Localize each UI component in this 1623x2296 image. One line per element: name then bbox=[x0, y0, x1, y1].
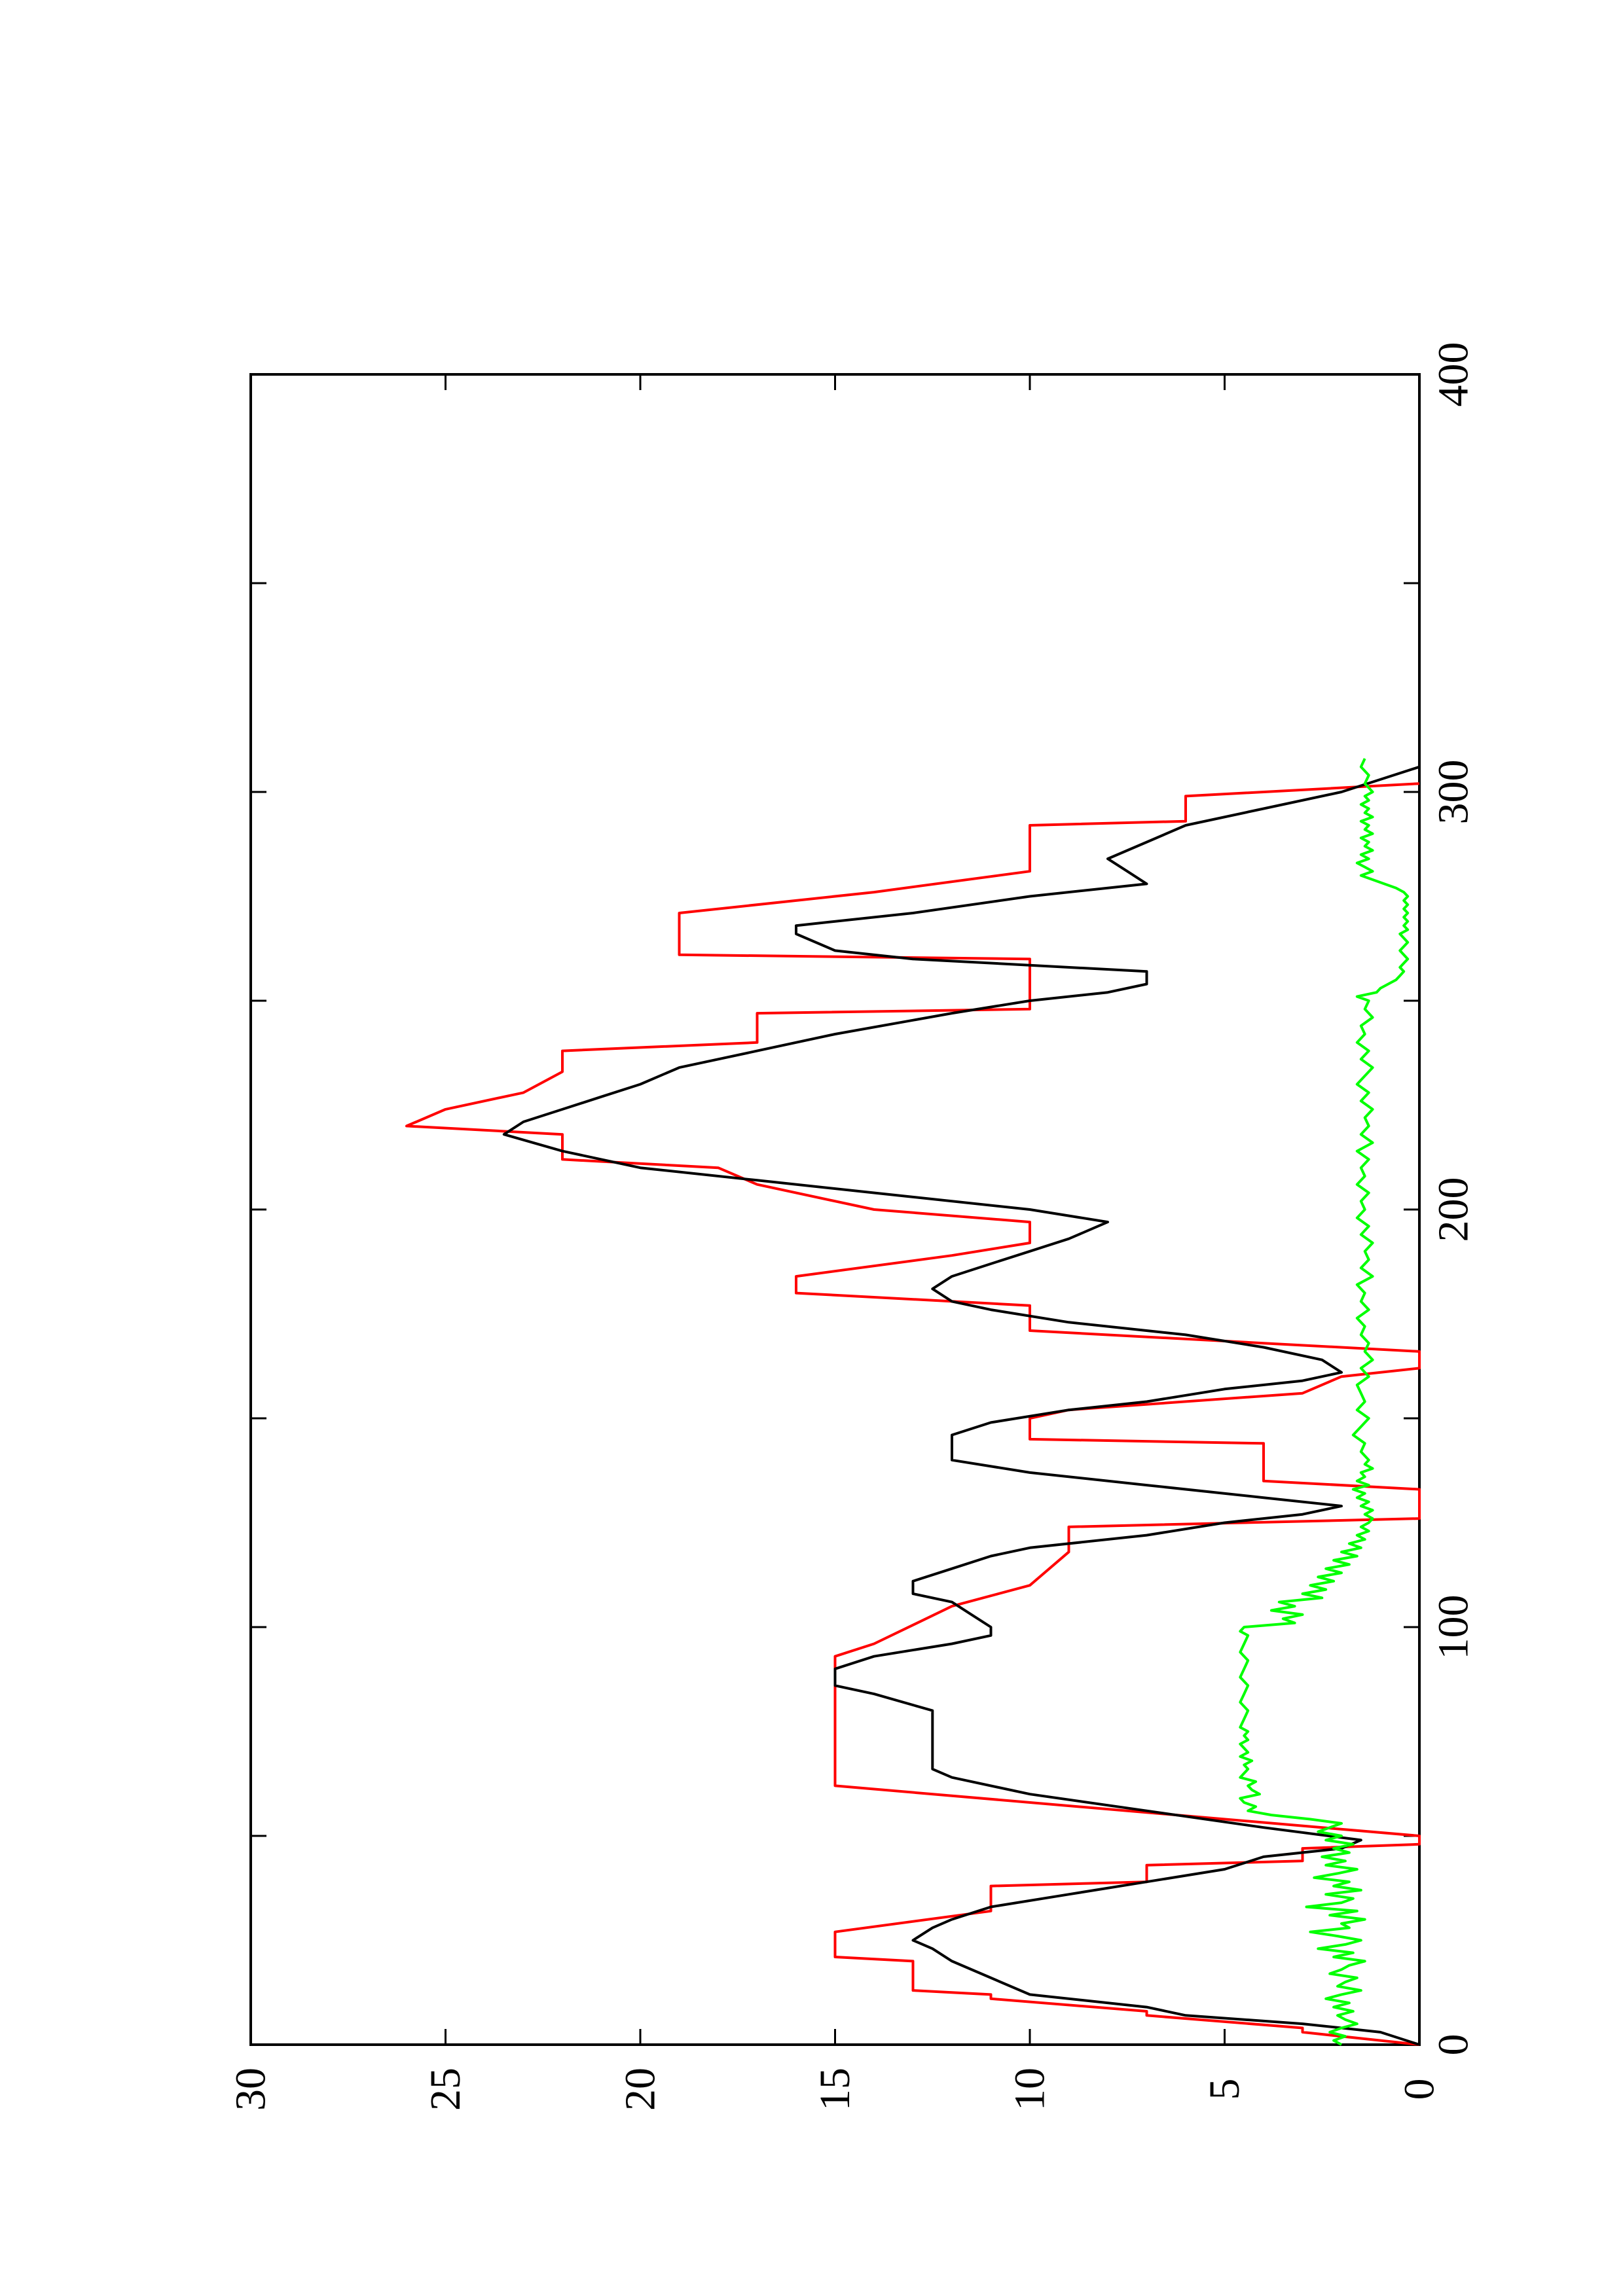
series-line-2 bbox=[502, 765, 1420, 2046]
x-tick-label: 300 bbox=[1430, 760, 1478, 825]
x-tick-label: 0 bbox=[1430, 2034, 1478, 2056]
series-line-1 bbox=[405, 782, 1421, 2046]
y-tick-label: 10 bbox=[1006, 2068, 1054, 2111]
x-tick-label: 200 bbox=[1430, 1177, 1478, 1242]
y-tick-label: 5 bbox=[1201, 2079, 1249, 2100]
y-tick-label: 20 bbox=[617, 2068, 665, 2111]
y-tick-label: 25 bbox=[422, 2068, 469, 2111]
x-tick-label: 400 bbox=[1430, 342, 1478, 407]
series-line-3 bbox=[1239, 758, 1410, 2046]
x-tick-label: 100 bbox=[1430, 1595, 1478, 1660]
tick-labels: 0 100 200 300 400 0 5 10 15 20 25 30 bbox=[227, 342, 1478, 2111]
plot-frame bbox=[249, 373, 1421, 2046]
axis-ticks bbox=[249, 373, 1421, 2046]
series-layer bbox=[405, 758, 1421, 2046]
y-tick-label: 15 bbox=[811, 2068, 859, 2111]
y-tick-label: 0 bbox=[1396, 2079, 1444, 2100]
y-tick-label: 30 bbox=[227, 2068, 275, 2111]
